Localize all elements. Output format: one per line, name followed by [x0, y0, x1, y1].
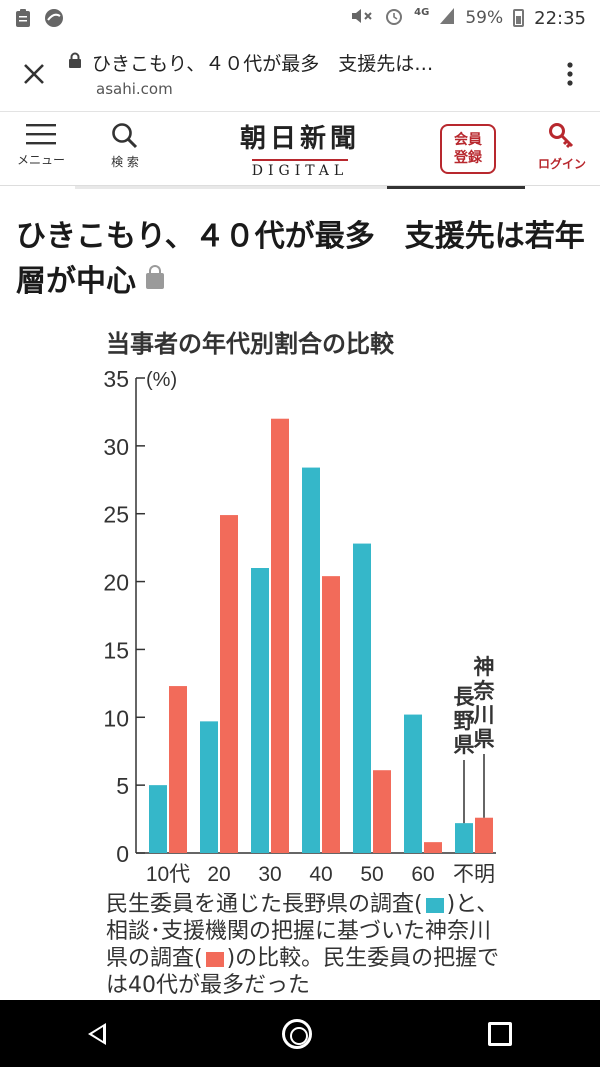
chart-figure: 当事者の年代別割合の比較 0 5 10 15 20 25 30 35 (%) 10代 20 30 40 5…	[0, 316, 600, 1000]
recents-button[interactable]	[488, 1021, 512, 1046]
url-info[interactable]: ひきこもり、４０代が最多 支援先は… asahi.com	[68, 49, 540, 98]
x-tick-label: 20	[207, 863, 230, 886]
bar-kanagawa	[373, 770, 391, 853]
y-axis-unit: (%)	[146, 369, 177, 391]
x-tick-label: 30	[258, 863, 281, 886]
y-tick-label: 30	[103, 434, 129, 460]
caption-part-3: )の比較。民生委員の把握では40代が最多だった	[106, 946, 500, 998]
paywall-lock-icon	[146, 264, 164, 289]
close-tab-button[interactable]	[0, 63, 68, 85]
menu-button[interactable]: メニュー	[12, 122, 70, 168]
y-tick-label: 20	[103, 570, 129, 596]
x-tick-label: 不明	[453, 863, 495, 886]
bar-kanagawa	[322, 576, 340, 853]
hamburger-icon	[26, 124, 56, 145]
clock: 22:35	[534, 7, 586, 29]
bar-nagano	[251, 568, 269, 853]
bar-kanagawa	[271, 418, 289, 853]
caption-part-1: 民生委員を通じた長野県の調査(	[106, 892, 423, 917]
logo-main-text: 朝日新聞	[239, 124, 360, 154]
bar-chart: 0 5 10 15 20 25 30 35 (%) 10代 20 30 40 50 60 不明 長野県 神奈川県	[103, 366, 496, 886]
signal-icon	[439, 7, 455, 30]
bar-nagano	[353, 543, 371, 853]
legend-label-char: 県	[474, 727, 495, 751]
login-button[interactable]: ログイン	[530, 122, 594, 172]
bar-kanagawa	[220, 515, 238, 853]
x-tick-label: 50	[360, 863, 383, 886]
y-tick-label: 5	[116, 773, 129, 799]
back-button[interactable]	[88, 1022, 106, 1045]
nagano-swatch	[425, 897, 444, 913]
bar-nagano	[200, 721, 218, 853]
logo-sub-text: DIGITAL	[251, 159, 349, 179]
system-nav-bar	[0, 1000, 600, 1067]
network-label: 4G	[414, 6, 430, 18]
battery-percent: 59%	[465, 8, 504, 28]
login-label: ログイン	[537, 157, 586, 171]
chart-caption: 民生委員を通じた長野県の調査()と、相談･支援機関の把握に基づいた神奈川県の調査…	[106, 891, 506, 999]
legend-label-char: 県	[454, 733, 475, 757]
site-header: メニュー 検 索 朝日新聞 DIGITAL 会員 登録 ログイン	[0, 112, 600, 186]
register-button[interactable]: 会員 登録	[440, 124, 496, 174]
x-tick-label: 40	[309, 863, 332, 886]
register-label-1: 会員	[454, 132, 482, 148]
y-tick-label: 15	[103, 637, 129, 663]
legend-label-char: 野	[454, 709, 475, 733]
battery-icon	[513, 9, 525, 27]
search-label: 検 索	[111, 155, 139, 169]
close-icon	[24, 63, 44, 84]
caption-part-2: )と、相談･支援機関の把握に基づいた神奈川県の調査(	[106, 892, 499, 971]
bar-kanagawa	[169, 686, 187, 853]
legend-label-char: 奈	[473, 679, 496, 703]
page-title: ひきこもり、４０代が最多 支援先は…	[92, 53, 434, 75]
bar-kanagawa	[424, 842, 442, 853]
y-tick-label: 35	[103, 366, 129, 392]
home-button[interactable]	[282, 1018, 312, 1049]
bar-nagano	[302, 467, 320, 853]
register-label-2: 登録	[454, 150, 482, 166]
overflow-menu-button[interactable]	[540, 61, 600, 86]
bar-nagano	[149, 785, 167, 853]
y-tick-label: 25	[103, 502, 129, 528]
bar-kanagawa	[475, 817, 493, 853]
search-icon	[112, 123, 138, 149]
alarm-icon	[384, 6, 404, 31]
more-vert-icon	[567, 61, 573, 86]
key-icon	[549, 123, 574, 149]
mute-icon	[350, 7, 374, 30]
legend-label-char: 神	[474, 655, 495, 679]
app-notification-icon	[44, 8, 63, 28]
kanagawa-swatch	[205, 951, 224, 967]
x-tick-label: 60	[411, 863, 434, 886]
headline-text: ひきこもり、４０代が最多 支援先は若年層が中心	[16, 219, 585, 299]
x-tick-label: 10代	[146, 863, 190, 886]
legend-label-char: 川	[473, 703, 495, 727]
status-bar: 4G 59% 22:35	[0, 0, 600, 36]
nav-scroll-indicator	[75, 186, 525, 189]
lock-icon	[68, 52, 82, 74]
article-headline: ひきこもり、４０代が最多 支援先は若年層が中心	[16, 214, 586, 304]
y-tick-label: 0	[116, 841, 129, 867]
site-logo[interactable]: 朝日新聞 DIGITAL	[222, 118, 378, 179]
browser-toolbar: ひきこもり、４０代が最多 支援先は… asahi.com	[0, 36, 600, 112]
bar-nagano	[404, 714, 422, 853]
chart-title: 当事者の年代別割合の比較	[106, 330, 394, 358]
clipboard-icon	[14, 8, 32, 28]
search-button[interactable]: 検 索	[96, 122, 154, 170]
legend-label-char: 長	[454, 685, 476, 709]
menu-label: メニュー	[16, 153, 65, 167]
y-tick-label: 10	[103, 705, 129, 731]
page-domain: asahi.com	[96, 80, 173, 98]
bar-nagano	[455, 823, 473, 853]
